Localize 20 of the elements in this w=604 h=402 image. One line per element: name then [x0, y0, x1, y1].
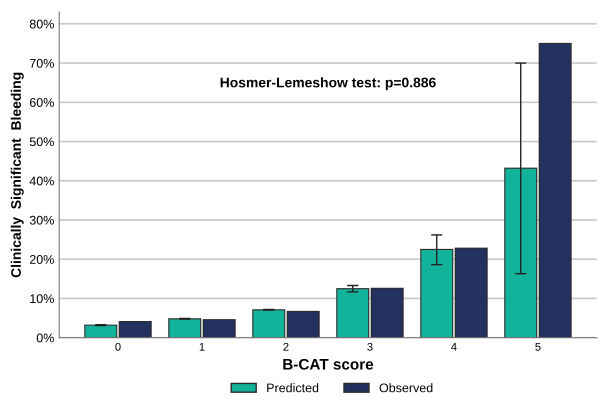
x-tick-label: 3 [367, 342, 373, 351]
annotation: Hosmer-Lemeshow test: p=0.886 [220, 77, 436, 90]
y-tick-label: 60% [30, 98, 54, 107]
x-tick-label: 1 [200, 342, 205, 351]
legend-label: Observed [380, 383, 432, 392]
y-tick-label: 30% [30, 216, 54, 225]
x-axis-title: B-CAT score [283, 358, 374, 370]
y-axis-title: Clinically Significant Bleeding [10, 72, 24, 278]
x-tick-label: 5 [535, 342, 541, 351]
y-tick-label: 70% [30, 58, 54, 68]
x-tick-label: 4 [451, 342, 457, 351]
y-tick-label: 80% [30, 20, 54, 28]
legend-label: Predicted [267, 383, 318, 392]
y-tick-label: 50% [30, 137, 54, 146]
x-tick-label: 2 [283, 342, 289, 351]
y-tick-label: 0% [36, 333, 54, 342]
y-tick-label: 20% [30, 255, 54, 264]
x-tick-label: 0 [115, 342, 121, 351]
y-tick-label: 10% [30, 294, 54, 304]
y-tick-label: 40% [30, 176, 54, 186]
